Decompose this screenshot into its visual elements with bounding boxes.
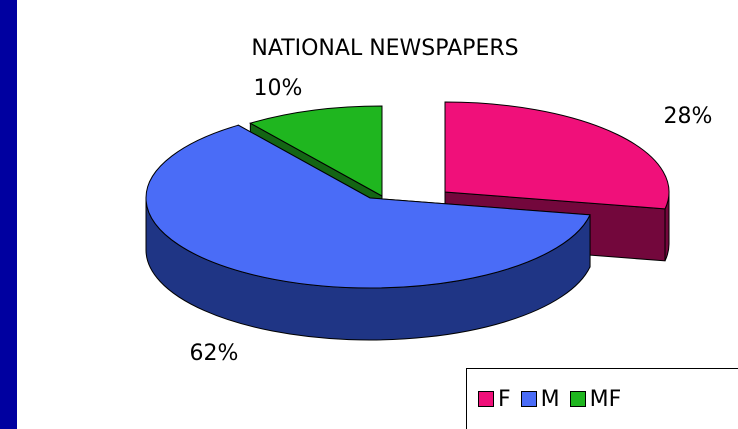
legend-item-m: M — [520, 386, 560, 412]
chart-title: NATIONAL NEWSPAPERS — [251, 36, 518, 61]
pie-slice-f — [444, 101, 670, 210]
data-label-mf: 10% — [254, 76, 303, 101]
legend-label-mf: MF — [589, 386, 622, 412]
legend-swatch-m — [520, 391, 537, 407]
legend-item-mf: MF — [569, 386, 622, 412]
pie-slice-m — [145, 124, 591, 289]
data-label-m: 62% — [190, 341, 239, 366]
legend-item-f: F — [478, 387, 511, 412]
legend-label-m: M — [540, 386, 560, 412]
legend: F M MF — [466, 368, 738, 429]
legend-swatch-f — [478, 391, 494, 407]
pie-slice-mf — [249, 105, 383, 197]
pie-tops — [145, 101, 670, 289]
legend-swatch-mf — [569, 391, 586, 407]
legend-label-f: F — [498, 386, 511, 412]
data-label-f: 28% — [664, 104, 713, 129]
